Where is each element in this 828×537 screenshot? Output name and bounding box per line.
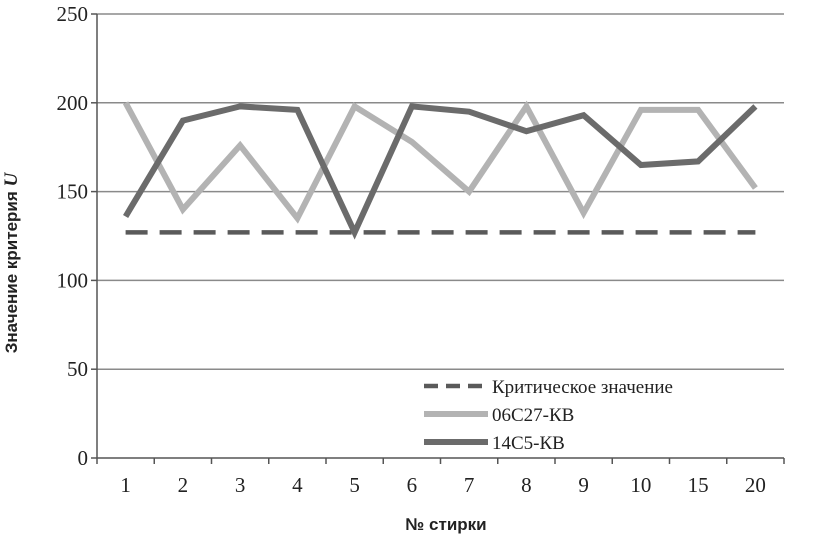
y-axis-ticks: 0 50 100 150 200 250: [57, 2, 97, 470]
x-tick-label-1: 1: [120, 473, 131, 497]
x-tick-label-4: 4: [292, 473, 303, 497]
legend-label-2: 14С5-КВ: [492, 433, 565, 454]
y-tick-label-100: 100: [57, 268, 89, 292]
legend-label-1: 06С27-КВ: [492, 405, 574, 426]
x-tick-label-15: 15: [688, 473, 709, 497]
series-line-1: [122, 100, 758, 224]
series-lines: [122, 100, 758, 240]
x-tick-label-20: 20: [745, 473, 766, 497]
y-tick-label-50: 50: [67, 357, 88, 381]
x-tick-label-2: 2: [178, 473, 189, 497]
y-tick-label-0: 0: [78, 446, 89, 470]
x-tick-label-3: 3: [235, 473, 246, 497]
y-tick-label-150: 150: [57, 180, 89, 204]
y-axis-title-variable: U: [1, 171, 22, 186]
series-line-2: [123, 103, 758, 240]
x-tick-label-7: 7: [464, 473, 475, 497]
y-axis-title: Значение критерия U: [1, 171, 22, 353]
x-axis-ticks: 1 2 3 4 5 6 7 8 9 10 15 20: [96, 458, 785, 497]
axes: [96, 14, 784, 459]
x-tick-label-8: 8: [521, 473, 532, 497]
y-tick-label-200: 200: [57, 91, 89, 115]
legend-label-0: Критическое значение: [492, 377, 673, 398]
gridlines: [97, 13, 784, 370]
x-tick-label-6: 6: [407, 473, 418, 497]
x-tick-label-10: 10: [630, 473, 651, 497]
y-tick-label-250: 250: [57, 2, 89, 26]
x-tick-label-5: 5: [349, 473, 360, 497]
x-axis-title: № стирки: [405, 515, 486, 534]
x-tick-label-9: 9: [578, 473, 589, 497]
y-axis-title-main: Значение критерия: [2, 186, 21, 353]
legend: Критическое значение 06С27-КВ 14С5-КВ: [424, 377, 673, 454]
